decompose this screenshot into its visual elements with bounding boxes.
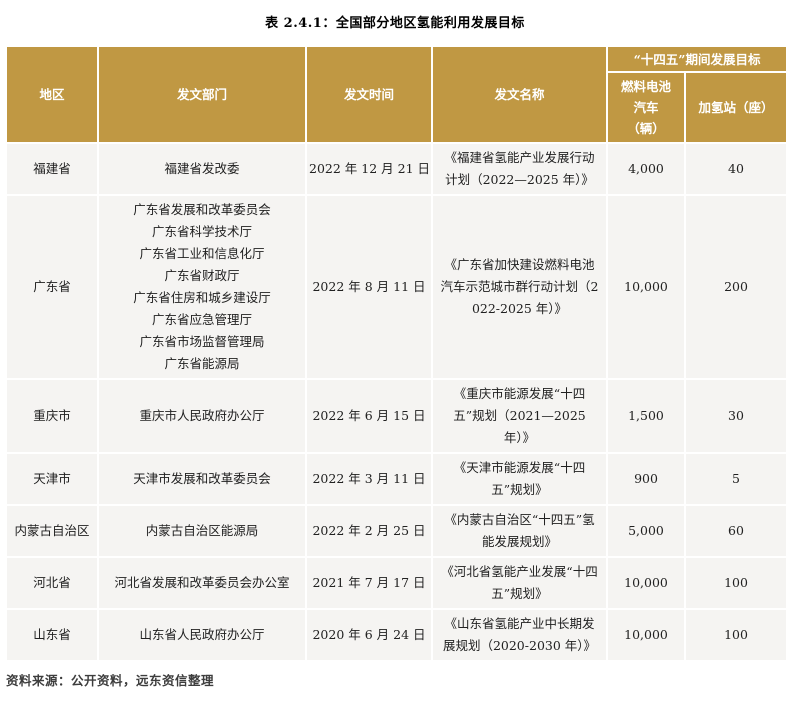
- table-row: 福建省 福建省发改委 2022 年 12 月 21 日《福建省氢能产业发展行动计划（…: [7, 144, 787, 194]
- cell-region: 福建省: [7, 144, 97, 194]
- table-row: 天津市 天津市发展和改革委员会 2022 年 3 月 11 日《天津市能源发展“十四…: [7, 454, 787, 504]
- table-row: 河北省 河北省发展和改革委员会办公室 2021 年 7 月 17 日《河北省氢能产业…: [7, 558, 787, 608]
- cell-region: 山东省: [7, 610, 97, 660]
- cell-date: 2020 年 6 月 24 日: [307, 610, 431, 660]
- cell-station-target: 200: [686, 196, 787, 378]
- col-header-plan-period-group: “十四五”期间发展目标: [608, 47, 787, 71]
- table-header: 地区 发文部门 发文时间 发文名称 “十四五”期间发展目标 燃料电池 汽车 （辆…: [7, 47, 787, 142]
- cell-fcv-target: 10,000: [608, 610, 684, 660]
- document-page: 表 2.4.1：全国部分地区氢能利用发展目标 地区 发文部门 发文时间 发文名称…: [5, 16, 789, 688]
- cell-date: 2022 年 2 月 25 日: [307, 506, 431, 556]
- hydrogen-development-targets-table: 地区 发文部门 发文时间 发文名称 “十四五”期间发展目标 燃料电池 汽车 （辆…: [5, 45, 789, 662]
- cell-fcv-target: 10,000: [608, 558, 684, 608]
- cell-doc-name: 《重庆市能源发展“十四五”规划（2021—2025 年）》: [433, 380, 606, 452]
- cell-doc-name: 《广东省加快建设燃料电池汽车示范城市群行动计划（2022-2025 年）》: [433, 196, 606, 378]
- cell-fcv-target: 10,000: [608, 196, 684, 378]
- cell-station-target: 5: [686, 454, 787, 504]
- cell-department: 广东省发展和改革委员会 广东省科学技术厅 广东省工业和信息化厅 广东省财政厅 广…: [99, 196, 305, 378]
- cell-department: 河北省发展和改革委员会办公室: [99, 558, 305, 608]
- cell-region: 广东省: [7, 196, 97, 378]
- cell-date: 2022 年 3 月 11 日: [307, 454, 431, 504]
- table-row: 重庆市 重庆市人民政府办公厅 2022 年 6 月 15 日《重庆市能源发展“十四五…: [7, 380, 787, 452]
- cell-date: 2021 年 7 月 17 日: [307, 558, 431, 608]
- cell-doc-name: 《山东省氢能产业中长期发展规划（2020-2030 年）》: [433, 610, 606, 660]
- cell-station-target: 60: [686, 506, 787, 556]
- table-row: 内蒙古自治区 内蒙古自治区能源局 2022 年 2 月 25 日《内蒙古自治区“十四…: [7, 506, 787, 556]
- cell-date: 2022 年 6 月 15 日: [307, 380, 431, 452]
- cell-region: 河北省: [7, 558, 97, 608]
- col-header-doc-name: 发文名称: [433, 47, 606, 142]
- cell-station-target: 100: [686, 610, 787, 660]
- table-row: 山东省 山东省人民政府办公厅 2020 年 6 月 24 日《山东省氢能产业中长期发…: [7, 610, 787, 660]
- cell-station-target: 40: [686, 144, 787, 194]
- cell-doc-name: 《内蒙古自治区“十四五”氢能发展规划》: [433, 506, 606, 556]
- table-title: 表 2.4.1：全国部分地区氢能利用发展目标: [265, 16, 525, 31]
- cell-fcv-target: 5,000: [608, 506, 684, 556]
- header-row-sub: 燃料电池 汽车 （辆） 加氢站（座）: [7, 73, 787, 142]
- cell-department: 山东省人民政府办公厅: [99, 610, 305, 660]
- header-row-top: 地区 发文部门 发文时间 发文名称 “十四五”期间发展目标: [7, 47, 787, 142]
- col-header-hydrogen-stations: 加氢站（座）: [686, 73, 787, 142]
- table-body: 福建省 福建省发改委 2022 年 12 月 21 日《福建省氢能产业发展行动计划（…: [7, 144, 787, 660]
- cell-date: 2022 年 8 月 11 日: [307, 196, 431, 378]
- cell-department: 福建省发改委: [99, 144, 305, 194]
- cell-department: 内蒙古自治区能源局: [99, 506, 305, 556]
- col-header-date: 发文时间: [307, 47, 431, 142]
- cell-station-target: 100: [686, 558, 787, 608]
- table-row: 广东省 广东省发展和改革委员会 广东省科学技术厅 广东省工业和信息化厅 广东省财政…: [7, 196, 787, 378]
- cell-region: 天津市: [7, 454, 97, 504]
- cell-department: 重庆市人民政府办公厅: [99, 380, 305, 452]
- cell-fcv-target: 4,000: [608, 144, 684, 194]
- cell-date: 2022 年 12 月 21 日: [307, 144, 431, 194]
- col-header-region: 地区: [7, 47, 97, 142]
- col-header-department: 发文部门: [99, 47, 305, 142]
- cell-doc-name: 《福建省氢能产业发展行动计划（2022—2025 年）》: [433, 144, 606, 194]
- cell-fcv-target: 1,500: [608, 380, 684, 452]
- cell-fcv-target: 900: [608, 454, 684, 504]
- cell-region: 重庆市: [7, 380, 97, 452]
- col-header-fuel-cell-vehicles: 燃料电池 汽车 （辆）: [608, 73, 684, 142]
- cell-department: 天津市发展和改革委员会: [99, 454, 305, 504]
- cell-doc-name: 《河北省氢能产业发展“十四五”规划》: [433, 558, 606, 608]
- cell-station-target: 30: [686, 380, 787, 452]
- source-note: 资料来源：公开资料，远东资信整理: [6, 673, 215, 688]
- cell-doc-name: 《天津市能源发展“十四五”规划》: [433, 454, 606, 504]
- cell-region: 内蒙古自治区: [7, 506, 97, 556]
